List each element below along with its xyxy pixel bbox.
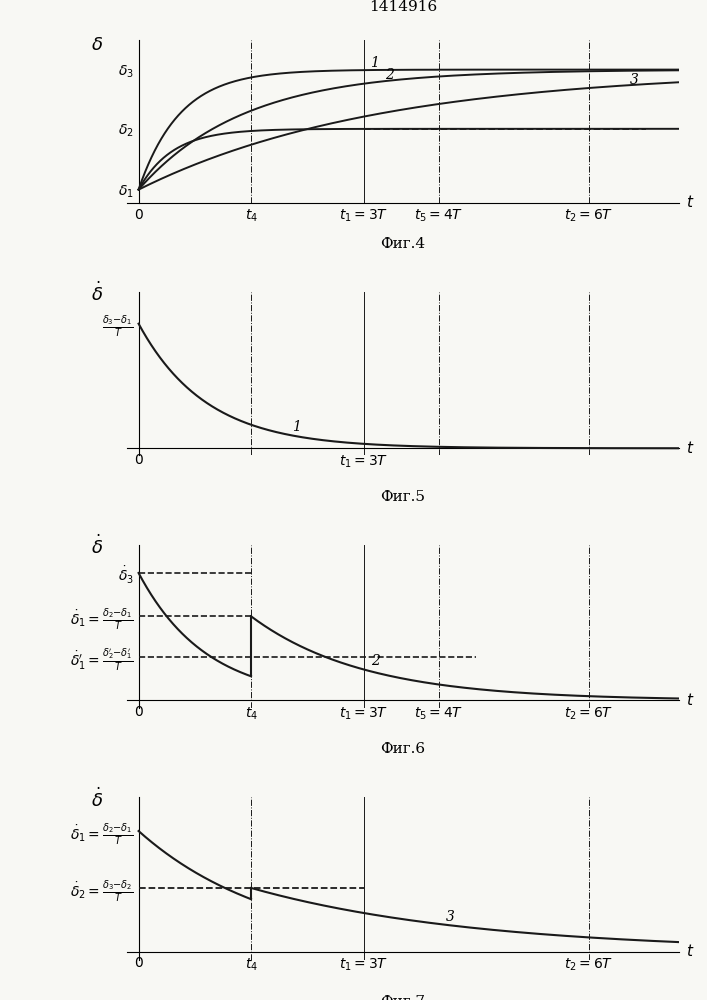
Text: $\delta$: $\delta$ <box>91 36 103 54</box>
Text: Фиг.7: Фиг.7 <box>380 995 426 1000</box>
Text: 2: 2 <box>371 654 380 668</box>
Text: 3: 3 <box>630 73 639 87</box>
Text: 2: 2 <box>385 68 394 82</box>
Text: t: t <box>686 944 692 959</box>
Text: t: t <box>686 441 692 456</box>
Text: $\dot{\delta}$: $\dot{\delta}$ <box>91 534 103 558</box>
Text: 1: 1 <box>292 420 301 434</box>
Text: $\dot{\delta}$: $\dot{\delta}$ <box>91 788 103 811</box>
Text: Фиг.6: Фиг.6 <box>380 742 426 756</box>
Text: Фиг.5: Фиг.5 <box>380 490 426 504</box>
Text: 3: 3 <box>446 910 455 924</box>
Text: t: t <box>686 195 692 210</box>
Text: 1414916: 1414916 <box>369 0 437 14</box>
Text: t: t <box>686 693 692 708</box>
Text: $\dot{\delta}$: $\dot{\delta}$ <box>91 282 103 305</box>
Text: 1: 1 <box>370 56 378 70</box>
Text: Фиг.4: Фиг.4 <box>380 237 426 251</box>
